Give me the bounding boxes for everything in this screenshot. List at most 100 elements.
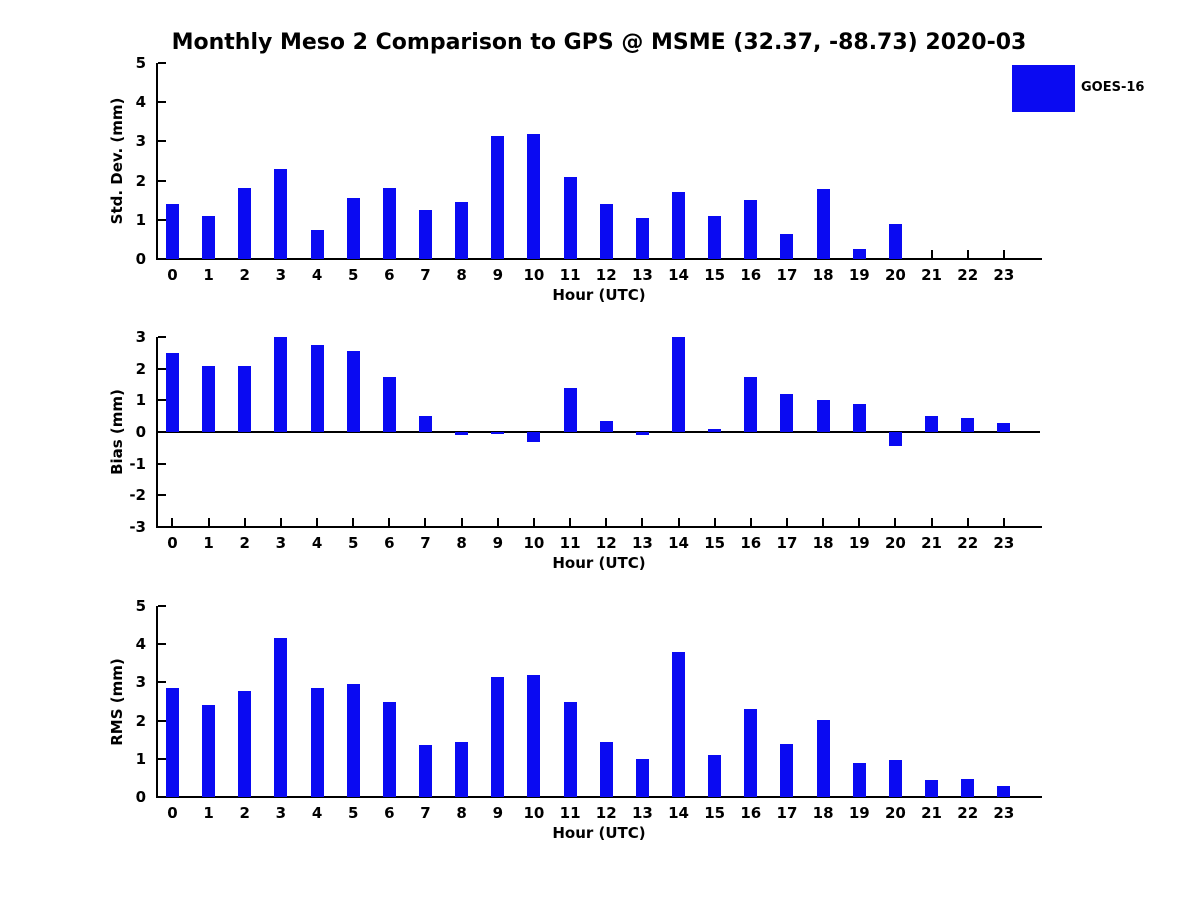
bar-hour-17: [780, 233, 794, 259]
bar-hour-6: [382, 376, 396, 432]
x-tick-label: 11: [559, 534, 581, 552]
x-tick: [930, 250, 933, 258]
y-tick: [158, 101, 166, 104]
x-tick-label: 13: [631, 804, 653, 822]
y-tick: [158, 336, 166, 338]
x-tick-label: 12: [595, 534, 617, 552]
bar-hour-3: [274, 638, 288, 797]
x-tick-label: 8: [456, 266, 467, 284]
bar-hour-18: [816, 719, 830, 797]
y-tick-label: 1: [135, 749, 146, 768]
bar-hour-3: [274, 168, 288, 259]
x-tick: [749, 518, 752, 526]
y-tick: [158, 605, 166, 607]
x-tick-label: 18: [812, 804, 834, 822]
bar-hour-10: [527, 133, 541, 259]
x-tick-label: 7: [420, 266, 431, 284]
x-tick-label: 2: [239, 804, 250, 822]
x-tick: [605, 518, 608, 526]
bar-hour-11: [563, 387, 577, 432]
x-tick-label: 1: [203, 804, 214, 822]
bar-hour-2: [238, 365, 252, 432]
x-tick-label: 4: [311, 804, 323, 822]
y-axis-line: [156, 606, 158, 797]
y-tick-label: -2: [129, 486, 146, 505]
x-tick-label: 21: [921, 266, 942, 284]
bar-hour-20: [888, 759, 902, 797]
y-axis-title: RMS (mm): [108, 657, 126, 746]
x-tick-label: 16: [740, 804, 762, 822]
x-tick-label: 3: [275, 804, 287, 822]
y-tick-label: -3: [129, 518, 146, 536]
x-tick-label: 19: [848, 804, 870, 822]
bar-hour-9: [491, 135, 505, 259]
x-tick-label: 5: [347, 266, 359, 284]
bar-hour-12: [599, 204, 613, 259]
bar-hour-1: [202, 705, 216, 797]
x-tick-label: 17: [776, 534, 798, 552]
x-tick: [171, 518, 174, 526]
x-tick-label: 23: [993, 266, 1015, 284]
bar-hour-11: [563, 176, 577, 259]
bar-hour-2: [238, 188, 252, 259]
y-tick: [158, 140, 166, 143]
y-axis-line: [156, 337, 158, 527]
bar-hour-1: [202, 215, 216, 259]
bar-hour-18: [816, 189, 830, 259]
x-tick-label: 18: [812, 534, 834, 552]
x-tick-label: 17: [776, 266, 798, 284]
x-tick-label: 15: [704, 804, 726, 822]
x-tick-label: 1: [203, 534, 214, 552]
x-axis-line: [156, 526, 1042, 528]
bar-hour-1: [202, 365, 216, 432]
x-tick-label: 19: [848, 534, 870, 552]
bar-hour-8: [455, 202, 469, 259]
bar-hour-9: [491, 676, 505, 797]
bar-hour-17: [780, 744, 794, 797]
x-tick-label: 9: [492, 534, 503, 552]
x-tick: [1002, 518, 1005, 526]
x-axis-title: Hour (UTC): [552, 554, 646, 572]
y-tick: [158, 494, 166, 497]
x-tick: [460, 518, 463, 526]
x-tick-label: 4: [311, 534, 323, 552]
y-tick: [158, 643, 166, 646]
y-tick: [158, 179, 166, 182]
bar-hour-20: [888, 223, 902, 259]
bar-hour-16: [744, 709, 758, 797]
y-tick-label: 2: [135, 711, 146, 730]
bar-hour-4: [310, 229, 324, 259]
bar-hour-6: [382, 701, 396, 797]
y-tick: [158, 681, 166, 684]
bar-hour-14: [672, 337, 686, 432]
x-axis-line: [156, 258, 1042, 260]
y-tick-label: 5: [135, 597, 146, 615]
x-tick-label: 23: [993, 534, 1015, 552]
x-tick-label: 6: [384, 804, 395, 822]
bar-hour-8: [455, 432, 469, 436]
x-tick-label: 0: [167, 804, 178, 822]
bar-hour-10: [527, 674, 541, 797]
x-tick-label: 22: [957, 266, 979, 284]
bar-hour-12: [599, 741, 613, 797]
y-tick: [158, 431, 166, 433]
x-tick-label: 19: [848, 266, 870, 284]
x-tick-label: 13: [631, 266, 653, 284]
bar-hour-7: [418, 745, 432, 797]
bar-hour-13: [635, 758, 649, 797]
x-tick-label: 0: [167, 534, 178, 552]
x-tick: [966, 518, 969, 526]
x-tick-label: 6: [384, 534, 395, 552]
y-tick: [158, 62, 166, 64]
x-tick-label: 18: [812, 266, 834, 284]
x-tick-label: 20: [884, 534, 906, 552]
x-tick: [532, 518, 535, 526]
bar-hour-0: [165, 688, 179, 797]
bar-hour-7: [418, 416, 432, 432]
y-tick-label: 3: [135, 132, 146, 151]
x-tick-label: 14: [668, 266, 689, 284]
bar-hour-10: [527, 432, 541, 442]
x-tick-label: 11: [559, 266, 581, 284]
bar-hour-0: [165, 204, 179, 259]
